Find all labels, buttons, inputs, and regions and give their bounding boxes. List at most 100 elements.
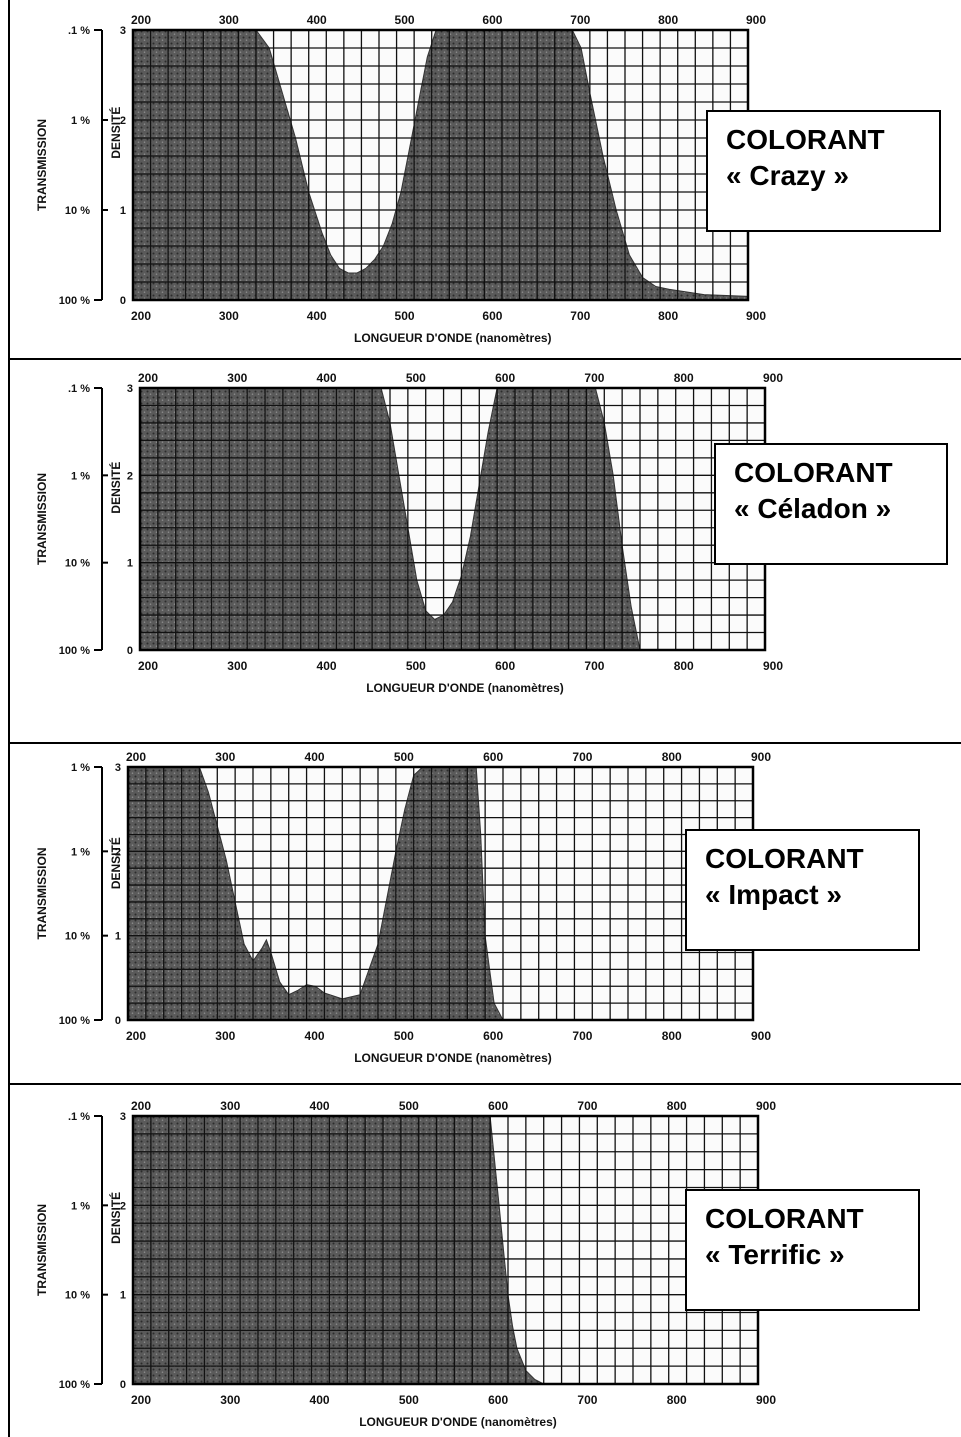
- x-tick-label-bottom: 500: [399, 1393, 419, 1407]
- x-tick-label-bottom: 700: [572, 1029, 592, 1043]
- panel-divider: [8, 1083, 961, 1085]
- x-tick-label-bottom: 800: [658, 309, 678, 323]
- x-tick-label-bottom: 300: [215, 1029, 235, 1043]
- transmission-axis-label: TRANSMISSION: [35, 1204, 49, 1296]
- x-tick-label-top: 600: [482, 13, 502, 27]
- transmission-tick-label: 100 %: [59, 1379, 90, 1391]
- colorant-heading: COLORANT: [726, 124, 885, 155]
- x-tick-label-bottom: 400: [310, 1393, 330, 1407]
- x-tick-label-bottom: 400: [305, 1029, 325, 1043]
- x-axis-label: LONGUEUR D'ONDE (nanomètres): [354, 331, 552, 345]
- x-tick-label-bottom: 900: [746, 309, 766, 323]
- x-axis-label: LONGUEUR D'ONDE (nanomètres): [359, 1415, 557, 1429]
- x-tick-label-top: 700: [570, 13, 590, 27]
- x-tick-label-top: 900: [751, 750, 771, 764]
- transmission-axis-label: TRANSMISSION: [35, 847, 49, 939]
- transmission-tick-label: 1 %: [71, 470, 90, 482]
- chart-panel-terrific: 200 200 300 300 400 400 500 500 600 600 700 700 800 8…: [8, 1086, 961, 1437]
- density-tick-label: 0: [120, 1379, 126, 1391]
- x-axis-label: LONGUEUR D'ONDE (nanomètres): [354, 1051, 552, 1065]
- density-tick-label: 1: [115, 931, 121, 943]
- x-tick-label-bottom: 900: [751, 1029, 771, 1043]
- colorant-label-terrific: COLORANT « Terrific »: [685, 1189, 920, 1311]
- density-tick-label: 0: [115, 1015, 121, 1027]
- x-tick-label-top: 500: [399, 1099, 419, 1113]
- x-tick-label-top: 200: [126, 750, 146, 764]
- transmission-tick-label: 10 %: [65, 558, 90, 570]
- x-tick-label-bottom: 300: [227, 659, 247, 673]
- density-tick-label: 1: [120, 205, 126, 217]
- x-tick-label-top: 500: [406, 371, 426, 385]
- density-tick-label: 0: [127, 645, 133, 657]
- transmission-tick-label: 10 %: [65, 931, 90, 943]
- density-tick-label: 3: [120, 25, 126, 37]
- x-tick-label-top: 800: [658, 13, 678, 27]
- x-tick-label-bottom: 600: [482, 309, 502, 323]
- colorant-label-crazy: COLORANT « Crazy »: [706, 110, 941, 232]
- x-tick-label-top: 900: [756, 1099, 776, 1113]
- colorant-name: « Crazy »: [726, 160, 849, 191]
- x-tick-label-bottom: 600: [495, 659, 515, 673]
- x-tick-label-top: 900: [746, 13, 766, 27]
- transmission-tick-label: 100 %: [59, 295, 90, 307]
- transmission-tick-label: .1 %: [68, 383, 90, 395]
- x-tick-label-bottom: 600: [483, 1029, 503, 1043]
- density-tick-label: 1: [120, 1290, 126, 1302]
- density-axis-label: DENSITÉ: [108, 107, 123, 159]
- density-tick-label: 3: [120, 1111, 126, 1123]
- colorant-name: « Céladon »: [734, 493, 892, 524]
- x-tick-label-bottom: 500: [406, 659, 426, 673]
- colorant-label-impact: COLORANT « Impact »: [685, 829, 920, 951]
- page-left-border: [8, 0, 10, 1437]
- chart-panel-celadon: 200 200 300 300 400 400 500 500 600 600 700 700 800 8…: [8, 360, 961, 738]
- x-tick-label-bottom: 800: [667, 1393, 687, 1407]
- colorant-name: « Impact »: [705, 879, 842, 910]
- x-tick-label-top: 700: [577, 1099, 597, 1113]
- transmission-tick-label: .1 %: [68, 1111, 90, 1123]
- transmission-tick-label: 1 %: [71, 115, 90, 127]
- colorant-name: « Terrific »: [705, 1239, 845, 1270]
- x-tick-label-bottom: 300: [219, 309, 239, 323]
- x-tick-label-bottom: 900: [756, 1393, 776, 1407]
- x-tick-label-bottom: 600: [488, 1393, 508, 1407]
- x-tick-label-bottom: 200: [138, 659, 158, 673]
- density-tick-label: 2: [127, 470, 133, 482]
- x-tick-label-bottom: 700: [584, 659, 604, 673]
- x-tick-label-top: 300: [215, 750, 235, 764]
- density-area: [127, 766, 753, 1021]
- x-tick-label-top: 600: [483, 750, 503, 764]
- x-tick-label-top: 600: [495, 371, 515, 385]
- x-tick-label-top: 400: [307, 13, 327, 27]
- x-tick-label-bottom: 700: [577, 1393, 597, 1407]
- spectrum-chart: 200 200 300 300 400 400 500 500 600 600 700 700 800 8…: [35, 750, 771, 1065]
- x-tick-label-bottom: 900: [763, 659, 783, 673]
- x-tick-label-bottom: 200: [126, 1029, 146, 1043]
- x-tick-label-bottom: 400: [317, 659, 337, 673]
- x-tick-label-top: 300: [220, 1099, 240, 1113]
- chart-panel-crazy: 200 200 300 300 400 400 500 500 600 600 700 700 800 8…: [8, 0, 961, 355]
- x-tick-label-top: 500: [395, 13, 415, 27]
- density-tick-label: 3: [127, 383, 133, 395]
- x-tick-label-top: 300: [219, 13, 239, 27]
- transmission-tick-label: 10 %: [65, 205, 90, 217]
- x-tick-label-bottom: 500: [395, 309, 415, 323]
- x-tick-label-top: 900: [763, 371, 783, 385]
- density-tick-label: 0: [120, 295, 126, 307]
- spectrum-chart: 200 200 300 300 400 400 500 500 600 600 700 700 800 8…: [35, 1099, 776, 1429]
- transmission-axis-label: TRANSMISSION: [35, 119, 49, 211]
- x-axis-label: LONGUEUR D'ONDE (nanomètres): [366, 681, 564, 695]
- x-tick-label-bottom: 200: [131, 1393, 151, 1407]
- density-axis-label: DENSITÉ: [108, 1192, 123, 1244]
- x-tick-label-bottom: 200: [131, 309, 151, 323]
- x-tick-label-bottom: 300: [220, 1393, 240, 1407]
- transmission-tick-label: 10 %: [65, 1290, 90, 1302]
- panel-divider: [8, 358, 961, 360]
- x-tick-label-top: 300: [227, 371, 247, 385]
- density-area: [139, 387, 765, 651]
- x-tick-label-top: 800: [674, 371, 694, 385]
- colorant-label-celadon: COLORANT « Céladon »: [714, 443, 948, 565]
- x-tick-label-bottom: 800: [674, 659, 694, 673]
- x-tick-label-bottom: 700: [570, 309, 590, 323]
- density-tick-label: 3: [115, 762, 121, 774]
- transmission-tick-label: 1 %: [71, 1200, 90, 1212]
